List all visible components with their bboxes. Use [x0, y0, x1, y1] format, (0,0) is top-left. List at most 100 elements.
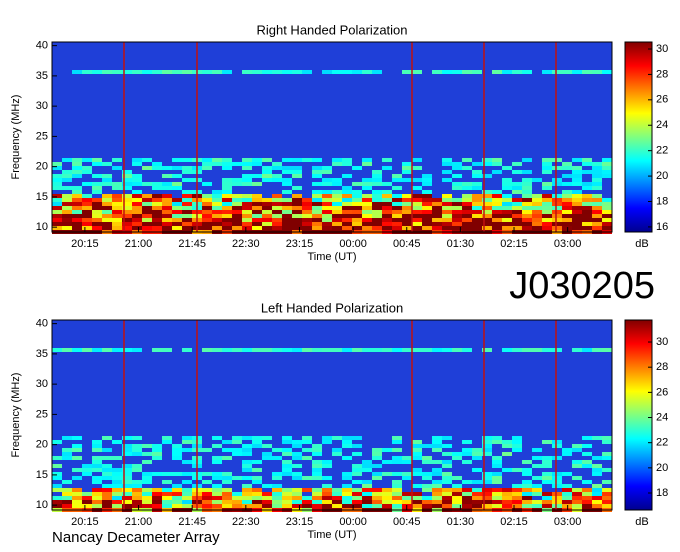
texture	[102, 464, 112, 468]
texture	[302, 210, 312, 214]
texture	[342, 194, 352, 198]
texture	[222, 476, 232, 480]
texture	[152, 162, 162, 166]
colorbar-tick-label: 26	[656, 386, 668, 398]
texture	[412, 452, 422, 456]
texture	[552, 158, 562, 162]
texture	[352, 194, 362, 198]
texture	[562, 496, 572, 500]
texture	[432, 448, 442, 452]
texture	[412, 456, 422, 460]
texture	[202, 70, 212, 74]
texture	[112, 210, 122, 214]
texture	[442, 210, 452, 214]
texture	[572, 174, 582, 178]
texture	[582, 198, 592, 202]
texture	[352, 166, 362, 170]
texture	[252, 182, 262, 186]
texture	[492, 500, 502, 504]
texture	[402, 214, 412, 218]
texture	[512, 496, 522, 500]
texture	[62, 218, 72, 222]
texture	[112, 476, 122, 480]
texture	[592, 206, 602, 210]
texture	[402, 202, 412, 206]
texture	[362, 198, 372, 202]
texture	[372, 496, 382, 500]
texture	[432, 226, 442, 230]
colorbar-tick-label: 26	[656, 94, 668, 106]
texture	[302, 496, 312, 500]
texture	[92, 70, 102, 74]
texture	[522, 70, 532, 74]
texture	[322, 178, 332, 182]
texture	[112, 488, 122, 492]
texture	[462, 452, 472, 456]
texture	[82, 496, 92, 500]
texture	[532, 222, 542, 226]
y-tick-label: 40	[36, 40, 48, 52]
texture	[322, 504, 332, 508]
texture	[102, 436, 112, 440]
texture	[52, 186, 62, 190]
texture	[52, 472, 62, 476]
texture	[362, 214, 372, 218]
texture	[142, 158, 152, 162]
texture	[552, 480, 562, 484]
texture	[532, 448, 542, 452]
texture	[72, 444, 82, 448]
texture	[112, 166, 122, 170]
texture	[352, 214, 362, 218]
texture	[142, 460, 152, 464]
texture	[522, 460, 532, 464]
texture	[462, 488, 472, 492]
texture	[52, 182, 62, 186]
texture	[592, 456, 602, 460]
texture	[492, 162, 502, 166]
texture	[372, 448, 382, 452]
texture	[292, 198, 302, 202]
spectrogram-image	[52, 42, 612, 234]
texture	[432, 492, 442, 496]
texture	[422, 348, 432, 352]
texture	[282, 448, 292, 452]
texture	[102, 456, 112, 460]
texture	[462, 194, 472, 198]
texture	[512, 484, 522, 488]
texture	[252, 468, 262, 472]
texture	[72, 500, 82, 504]
texture	[342, 214, 352, 218]
texture	[332, 222, 342, 226]
texture	[62, 158, 72, 162]
texture	[92, 182, 102, 186]
texture	[452, 456, 462, 460]
texture	[312, 174, 322, 178]
texture	[332, 158, 342, 162]
texture	[542, 202, 552, 206]
texture	[382, 460, 392, 464]
texture	[202, 448, 212, 452]
texture	[492, 226, 502, 230]
texture	[572, 492, 582, 496]
texture	[132, 70, 142, 74]
texture	[342, 226, 352, 230]
texture	[552, 198, 562, 202]
texture	[282, 464, 292, 468]
texture	[132, 492, 142, 496]
texture	[52, 504, 62, 508]
texture	[202, 472, 212, 476]
texture	[372, 174, 382, 178]
texture	[552, 500, 562, 504]
texture	[242, 162, 252, 166]
texture	[362, 348, 372, 352]
texture	[352, 492, 362, 496]
texture	[172, 448, 182, 452]
texture	[82, 198, 92, 202]
texture	[552, 472, 562, 476]
texture	[182, 210, 192, 214]
texture	[72, 174, 82, 178]
texture	[402, 210, 412, 214]
texture	[222, 158, 232, 162]
texture	[322, 194, 332, 198]
texture	[82, 194, 92, 198]
